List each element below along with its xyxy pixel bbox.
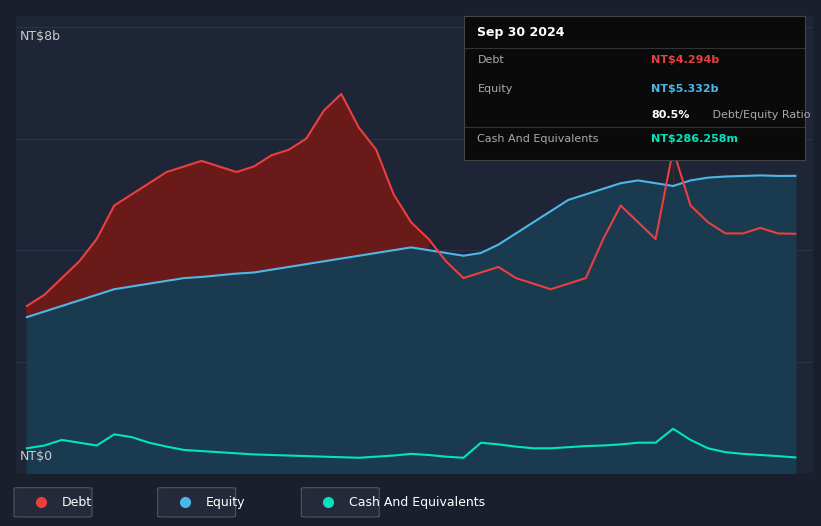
Text: Debt: Debt — [478, 55, 504, 65]
Text: Cash And Equivalents: Cash And Equivalents — [349, 496, 485, 509]
Text: NT$286.258m: NT$286.258m — [651, 135, 738, 145]
FancyBboxPatch shape — [158, 488, 236, 517]
Text: Equity: Equity — [205, 496, 245, 509]
FancyBboxPatch shape — [301, 488, 379, 517]
Text: NT$4.294b: NT$4.294b — [651, 55, 719, 65]
Text: NT$0: NT$0 — [20, 450, 53, 463]
Text: NT$5.332b: NT$5.332b — [651, 84, 718, 94]
Text: NT$8b: NT$8b — [20, 30, 61, 43]
Text: Equity: Equity — [478, 84, 513, 94]
Text: Cash And Equivalents: Cash And Equivalents — [478, 135, 599, 145]
Text: 80.5%: 80.5% — [651, 110, 690, 120]
FancyBboxPatch shape — [14, 488, 92, 517]
Text: Sep 30 2024: Sep 30 2024 — [478, 26, 565, 39]
Text: Debt/Equity Ratio: Debt/Equity Ratio — [709, 110, 810, 120]
Text: Debt: Debt — [62, 496, 92, 509]
